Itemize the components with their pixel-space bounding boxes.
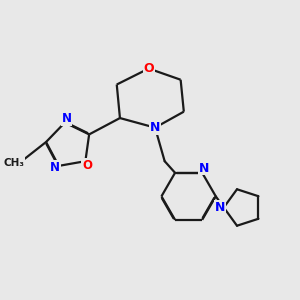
Text: N: N xyxy=(150,121,160,134)
Text: N: N xyxy=(61,112,71,125)
Text: O: O xyxy=(82,158,92,172)
Text: O: O xyxy=(143,62,154,75)
Text: CH₃: CH₃ xyxy=(4,158,25,168)
Text: N: N xyxy=(50,161,60,174)
Text: N: N xyxy=(199,161,209,175)
Text: N: N xyxy=(215,201,225,214)
